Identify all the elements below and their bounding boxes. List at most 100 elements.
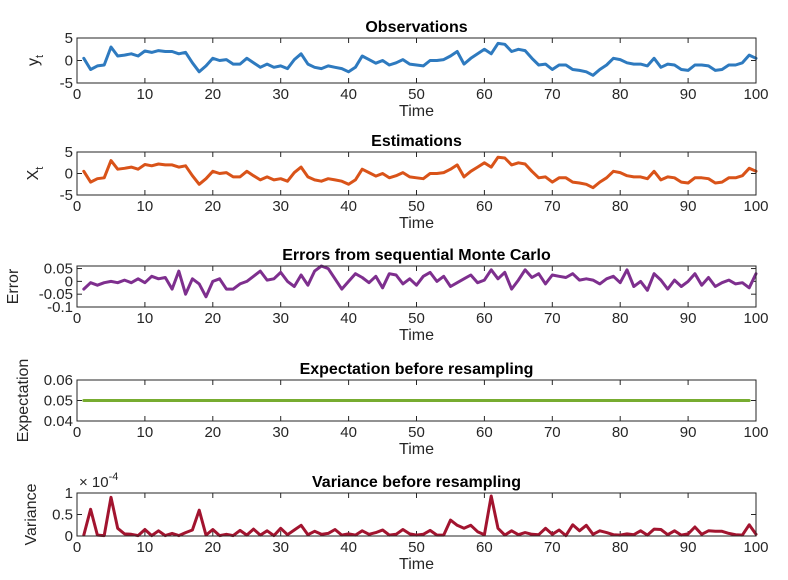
y-axis-label-subscript: t — [34, 55, 46, 58]
exponent-power: -4 — [109, 471, 119, 483]
y-axis-label-main: y — [25, 58, 42, 66]
x-tick-label: 60 — [476, 424, 493, 441]
x-axis-label: Time — [399, 103, 434, 120]
x-tick-label: 100 — [743, 424, 768, 441]
x-tick-label: 10 — [137, 310, 154, 327]
chart-title: Observations — [365, 19, 467, 36]
y-tick-label: -0.1 — [47, 299, 73, 316]
x-tick-label: 100 — [743, 198, 768, 215]
x-tick-label: 80 — [612, 86, 629, 103]
chart-title: Variance before resampling — [312, 474, 521, 491]
y-axis-label: Xt — [25, 167, 46, 181]
x-axis-label: Time — [399, 441, 434, 458]
x-tick-label: 90 — [680, 310, 697, 327]
x-tick-label: 40 — [340, 198, 357, 215]
y-tick-label: 0.06 — [44, 372, 73, 389]
y-tick-label: -5 — [60, 75, 73, 92]
axes-box — [76, 37, 757, 84]
x-tick-label: 20 — [204, 86, 221, 103]
series-line — [82, 264, 758, 299]
y-axis-label: Expectation — [15, 359, 32, 443]
x-tick-label: 50 — [408, 424, 425, 441]
y-axis-label-subscript: t — [34, 167, 46, 170]
x-tick-label: 70 — [544, 198, 561, 215]
x-tick-label: 30 — [272, 198, 289, 215]
x-tick-label: 0 — [73, 86, 81, 103]
x-tick-label: 90 — [680, 86, 697, 103]
x-tick-label: 0 — [73, 198, 81, 215]
subplot-4: Expectation before resampling 0 10 20 30 40 50… — [15, 359, 769, 458]
exponent-base: × 10 — [79, 474, 109, 491]
x-tick-label: 40 — [340, 424, 357, 441]
y-tick-label: 5 — [65, 144, 73, 161]
plot-area — [77, 493, 756, 536]
chart-title: Errors from sequential Monte Carlo — [282, 247, 551, 264]
axes-box — [76, 379, 757, 422]
axes-box — [76, 151, 757, 196]
y-axis-label: Error — [5, 268, 22, 304]
series-line — [82, 155, 758, 190]
x-tick-label: 90 — [680, 198, 697, 215]
y-exponent-label: × 10-4 — [79, 471, 118, 491]
chart-title: Expectation before resampling — [300, 361, 534, 378]
x-tick-label: 60 — [476, 86, 493, 103]
y-tick-label: 0.04 — [44, 413, 73, 430]
series-line — [82, 494, 758, 538]
y-axis-label: Variance — [23, 483, 40, 545]
x-tick-label: 70 — [544, 539, 561, 556]
y-tick-label: 0 — [65, 53, 73, 70]
x-tick-label: 40 — [340, 539, 357, 556]
chart-title: Estimations — [371, 133, 462, 150]
y-axis-label-main: Error — [5, 268, 22, 304]
x-tick-label: 100 — [743, 310, 768, 327]
y-tick-label: 1 — [65, 485, 73, 502]
y-tick-label: -0.05 — [39, 286, 73, 303]
x-tick-label: 30 — [272, 310, 289, 327]
x-tick-label: 20 — [204, 539, 221, 556]
x-tick-label: 0 — [73, 424, 81, 441]
x-tick-label: 60 — [476, 310, 493, 327]
x-tick-label: 10 — [137, 539, 154, 556]
subplot-3: Errors from sequential Monte Carlo 0 10 20 3… — [5, 247, 769, 344]
x-tick-label: 70 — [544, 86, 561, 103]
y-axis-label-main: X — [25, 169, 42, 180]
y-tick-label: 0 — [65, 166, 73, 183]
x-tick-label: 80 — [612, 198, 629, 215]
x-tick-label: 10 — [137, 424, 154, 441]
x-tick-label: 0 — [73, 310, 81, 327]
axes-box — [76, 265, 757, 308]
y-tick-label: 0.05 — [44, 393, 73, 410]
x-tick-label: 50 — [408, 86, 425, 103]
x-tick-label: 10 — [137, 86, 154, 103]
x-tick-label: 30 — [272, 86, 289, 103]
x-tick-label: 10 — [137, 198, 154, 215]
y-axis-label: yt — [25, 55, 46, 66]
x-axis-label: Time — [399, 556, 434, 573]
y-tick-label: -5 — [60, 187, 73, 204]
x-axis-label: Time — [399, 327, 434, 344]
x-tick-label: 90 — [680, 424, 697, 441]
x-tick-label: 90 — [680, 539, 697, 556]
y-tick-label: 0 — [65, 273, 73, 290]
x-tick-label: 80 — [612, 310, 629, 327]
y-axis-label-main: Variance — [23, 483, 40, 545]
x-axis-label: Time — [399, 215, 434, 232]
x-tick-label: 20 — [204, 198, 221, 215]
axes-box — [76, 492, 757, 537]
x-tick-label: 20 — [204, 424, 221, 441]
x-tick-label: 50 — [408, 198, 425, 215]
y-tick-label: 0.05 — [44, 261, 73, 278]
x-tick-label: 40 — [340, 86, 357, 103]
y-axis-label-main: Expectation — [15, 359, 32, 443]
x-tick-label: 100 — [743, 539, 768, 556]
x-tick-label: 100 — [743, 86, 768, 103]
y-tick-label: 0 — [65, 528, 73, 545]
x-tick-label: 80 — [612, 424, 629, 441]
x-tick-label: 40 — [340, 310, 357, 327]
x-tick-label: 30 — [272, 424, 289, 441]
x-tick-label: 50 — [408, 310, 425, 327]
